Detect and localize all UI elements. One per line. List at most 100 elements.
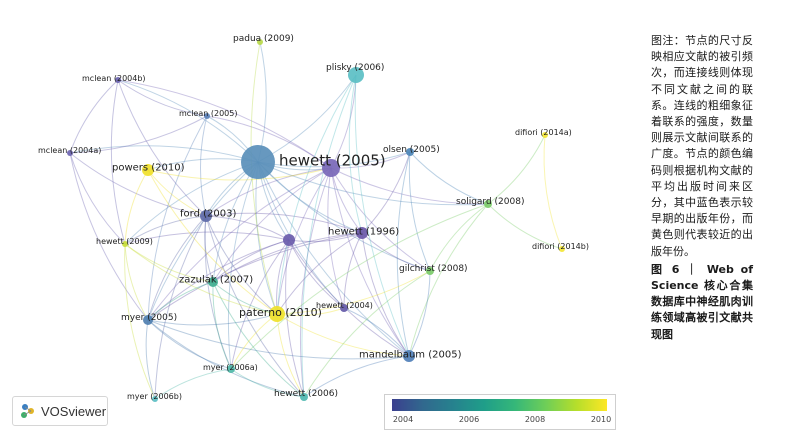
- edge: [303, 355, 410, 398]
- node-label: paterno (2010): [239, 306, 322, 319]
- vosviewer-badge: VOSviewer: [12, 396, 108, 426]
- node-myer2006b[interactable]: [152, 396, 158, 402]
- edge: [117, 79, 207, 217]
- edge: [147, 161, 259, 321]
- node-hubA[interactable]: [322, 159, 340, 177]
- edge: [288, 232, 363, 243]
- edge: [396, 151, 411, 357]
- figure-title: 图 6 ｜ Web of Science 核心合集数据库中神经肌肉训练领域高被引…: [651, 262, 753, 341]
- edge: [250, 41, 278, 315]
- node-myer2005[interactable]: [143, 315, 153, 325]
- legend-tick: 2008: [524, 415, 546, 424]
- edge: [117, 79, 332, 169]
- node-label: hewett (2005): [279, 151, 386, 169]
- edge: [257, 161, 431, 272]
- node-soligard2008[interactable]: [484, 200, 492, 208]
- edge: [301, 74, 357, 398]
- node-label: hewett (2006): [274, 389, 338, 399]
- year-color-legend: 2004 2006 2008 2010: [384, 394, 616, 430]
- edge: [288, 239, 345, 309]
- edge: [330, 167, 363, 234]
- node-label: myer (2006a): [203, 363, 258, 372]
- node-ford2003[interactable]: [200, 210, 212, 222]
- node-difiori2014a[interactable]: [542, 132, 548, 138]
- node-paterno2010[interactable]: [269, 306, 285, 322]
- edge: [204, 215, 214, 283]
- edge: [230, 368, 305, 398]
- edge: [230, 239, 290, 370]
- edge: [409, 151, 489, 205]
- edge: [230, 203, 489, 370]
- node-label: zazulak (2007): [179, 275, 253, 286]
- edge: [354, 74, 410, 357]
- edge: [257, 161, 410, 357]
- edge: [299, 167, 332, 398]
- edge: [257, 41, 267, 163]
- edge: [124, 231, 290, 245]
- edge: [408, 151, 431, 272]
- edge: [327, 167, 345, 309]
- edge: [147, 319, 305, 398]
- node-padua2009[interactable]: [257, 39, 263, 45]
- node-label: difiori (2014a): [515, 128, 572, 137]
- edge: [487, 203, 563, 250]
- edge: [124, 161, 259, 245]
- node-hewett2004[interactable]: [340, 304, 348, 312]
- node-hewett2009[interactable]: [122, 241, 128, 247]
- edge: [124, 243, 156, 400]
- node-powers2010[interactable]: [142, 164, 154, 176]
- figure-caption: 图注：节点的尺寸反映相应文献的被引频次，而连接线则体现不同文献之间的联系。连线的…: [651, 33, 753, 343]
- edge: [110, 79, 126, 245]
- edge: [147, 239, 290, 321]
- edge: [330, 167, 410, 357]
- node-hewett2006[interactable]: [300, 393, 308, 401]
- node-label: difiori (2014b): [532, 242, 589, 251]
- node-olsen2005[interactable]: [406, 148, 414, 156]
- node-label: myer (2006b): [127, 392, 182, 401]
- node-label: mclean (2005): [179, 109, 237, 118]
- node-mclean2005[interactable]: [204, 113, 210, 119]
- edge: [285, 239, 305, 398]
- node-mandelbaum2005[interactable]: [403, 350, 415, 362]
- node-label: hewett (2009): [96, 237, 153, 246]
- edge: [276, 313, 305, 398]
- edge: [147, 167, 332, 321]
- node-plisky2006[interactable]: [348, 67, 364, 83]
- node-label: ford (2003): [180, 209, 236, 220]
- node-hewett2005[interactable]: [241, 145, 275, 179]
- edge: [429, 203, 489, 272]
- node-label: padua (2009): [233, 34, 294, 44]
- edge: [361, 151, 411, 234]
- edge: [124, 215, 207, 245]
- node-hewett1996[interactable]: [356, 227, 368, 239]
- legend-tick: 2010: [590, 415, 612, 424]
- edge: [147, 169, 278, 315]
- edge: [147, 281, 214, 321]
- edge: [124, 243, 149, 321]
- edge: [276, 74, 357, 315]
- node-label: mclean (2004a): [38, 146, 101, 155]
- vosviewer-label: VOSviewer: [41, 403, 107, 419]
- edge: [69, 145, 259, 163]
- edge: [205, 212, 363, 234]
- node-label: mandelbaum (2005): [359, 350, 462, 361]
- node-mclean2004b[interactable]: [115, 77, 121, 83]
- network-nodes[interactable]: [67, 39, 565, 402]
- edge: [212, 281, 305, 398]
- node-myer2006a[interactable]: [227, 365, 235, 373]
- edge: [212, 167, 332, 283]
- edge: [154, 215, 207, 400]
- node-hubB[interactable]: [283, 234, 295, 246]
- edge: [276, 270, 431, 315]
- edge: [408, 203, 489, 357]
- edge: [204, 215, 232, 370]
- edge: [361, 232, 431, 272]
- node-mclean2004a[interactable]: [67, 150, 73, 156]
- node-label: olsen (2005): [383, 145, 440, 155]
- node-zazulak2007[interactable]: [208, 277, 218, 287]
- edge: [69, 152, 149, 321]
- co-citation-network[interactable]: hewett (2005) plisky (2006) padua (2009) mc…: [0, 0, 636, 440]
- node-difiori2014b[interactable]: [559, 246, 565, 252]
- node-gilchrist2008[interactable]: [426, 267, 434, 275]
- edge: [124, 169, 149, 245]
